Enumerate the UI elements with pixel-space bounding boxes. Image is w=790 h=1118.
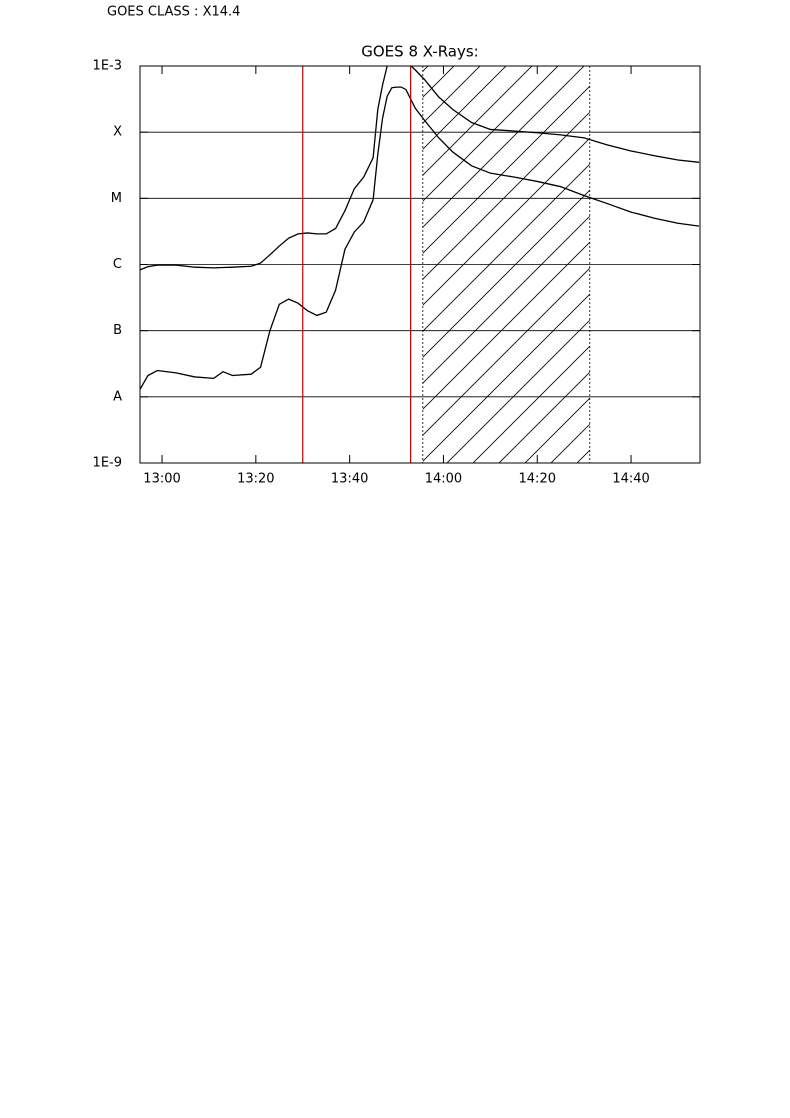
- x-tick-label: 14:20: [519, 472, 556, 487]
- x-tick-label: 13:40: [331, 472, 368, 487]
- plot-frame: [139, 65, 701, 464]
- chart-title: GOES 8 X-Rays:: [361, 43, 478, 61]
- y-tick-label: M: [111, 191, 122, 206]
- x-tick-label: 13:20: [237, 472, 274, 487]
- goes-class: GOES CLASS : X14.4: [107, 5, 240, 20]
- x-tick-label: 13:00: [143, 472, 180, 487]
- x-tick-label: 14:40: [612, 472, 649, 487]
- y-tick-label: X: [113, 125, 122, 140]
- flux-line: [140, 86, 700, 390]
- flux-line: [140, 66, 700, 271]
- y-tick-label: A: [113, 389, 122, 404]
- x-tick-label: 14:00: [425, 472, 462, 487]
- y-tick-label: 1E-3: [93, 59, 122, 74]
- y-tick-label: C: [113, 257, 122, 272]
- y-tick-label: 1E-9: [93, 456, 122, 471]
- y-tick-label: B: [113, 323, 122, 338]
